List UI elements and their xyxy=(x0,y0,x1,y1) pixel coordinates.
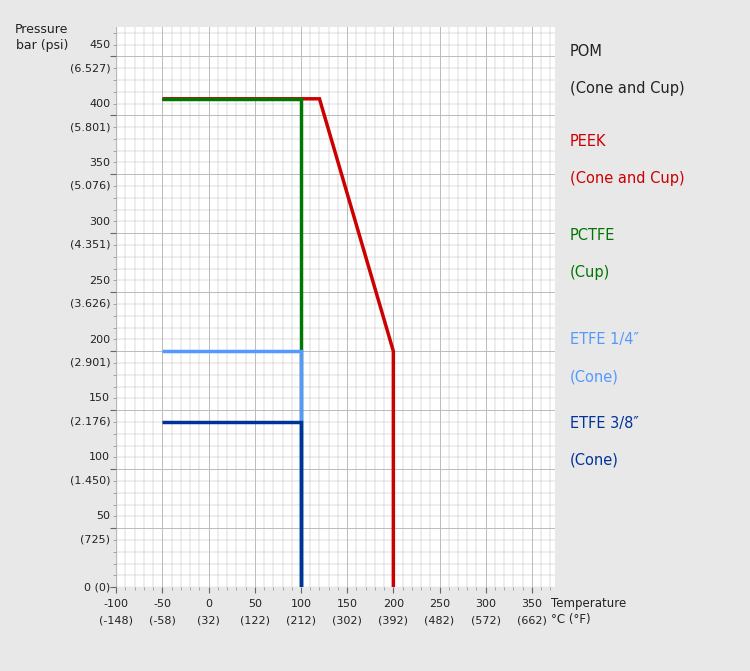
Text: (3.626): (3.626) xyxy=(70,299,110,309)
Text: 200: 200 xyxy=(382,599,404,609)
Text: ETFE 3/8″: ETFE 3/8″ xyxy=(570,416,639,431)
Text: -100: -100 xyxy=(104,599,129,609)
Text: (Cone and Cup): (Cone and Cup) xyxy=(570,171,685,186)
Text: (662): (662) xyxy=(517,615,547,625)
Text: -50: -50 xyxy=(154,599,172,609)
Text: PEEK: PEEK xyxy=(570,134,607,149)
Text: 250: 250 xyxy=(429,599,450,609)
Text: ETFE 1/4″: ETFE 1/4″ xyxy=(570,332,639,347)
Text: 0: 0 xyxy=(205,599,212,609)
Text: Temperature: Temperature xyxy=(550,597,626,610)
Text: 250: 250 xyxy=(89,276,110,286)
Text: °C (°F): °C (°F) xyxy=(550,613,590,625)
Text: 450: 450 xyxy=(89,40,110,50)
Text: (Cup): (Cup) xyxy=(570,265,610,280)
Text: (2.176): (2.176) xyxy=(70,417,110,427)
Text: (Cone and Cup): (Cone and Cup) xyxy=(570,81,685,95)
Text: (1.450): (1.450) xyxy=(70,476,110,486)
Text: (725): (725) xyxy=(80,535,110,545)
Text: 200: 200 xyxy=(89,335,110,344)
Text: (302): (302) xyxy=(332,615,362,625)
Text: (482): (482) xyxy=(424,615,454,625)
Text: 150: 150 xyxy=(89,393,110,403)
Text: 50: 50 xyxy=(248,599,262,609)
Text: 0 (0): 0 (0) xyxy=(84,582,110,592)
Text: 400: 400 xyxy=(89,99,110,109)
Text: (32): (32) xyxy=(197,615,220,625)
Text: 350: 350 xyxy=(521,599,542,609)
Text: (5.076): (5.076) xyxy=(70,181,110,191)
Text: (Cone): (Cone) xyxy=(570,369,619,384)
Text: (392): (392) xyxy=(378,615,408,625)
Text: Pressure
bar (psi): Pressure bar (psi) xyxy=(15,23,68,52)
Text: (2.901): (2.901) xyxy=(70,358,110,368)
Text: (-58): (-58) xyxy=(149,615,176,625)
Text: (212): (212) xyxy=(286,615,316,625)
Text: POM: POM xyxy=(570,44,603,58)
Text: (5.801): (5.801) xyxy=(70,122,110,132)
Text: 100: 100 xyxy=(290,599,311,609)
Text: (4.351): (4.351) xyxy=(70,240,110,250)
Text: (6.527): (6.527) xyxy=(70,63,110,73)
Text: 50: 50 xyxy=(96,511,110,521)
Text: 300: 300 xyxy=(476,599,496,609)
Text: (-148): (-148) xyxy=(99,615,134,625)
Text: (572): (572) xyxy=(471,615,501,625)
Text: 300: 300 xyxy=(89,217,110,227)
Text: 150: 150 xyxy=(337,599,358,609)
Text: (Cone): (Cone) xyxy=(570,453,619,468)
Text: 100: 100 xyxy=(89,452,110,462)
Text: 350: 350 xyxy=(89,158,110,168)
Text: (122): (122) xyxy=(240,615,270,625)
Text: PCTFE: PCTFE xyxy=(570,228,615,243)
